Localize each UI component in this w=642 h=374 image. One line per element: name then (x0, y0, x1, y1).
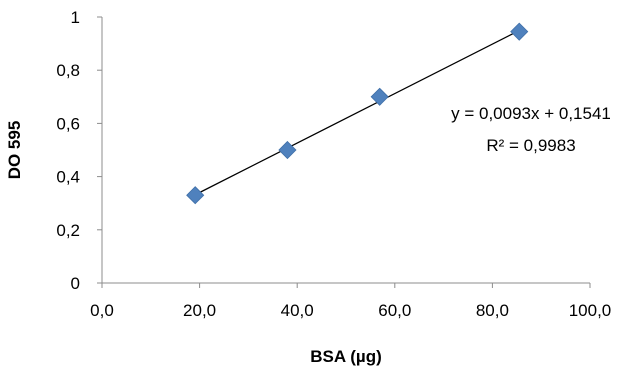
y-tick-label: 0,6 (56, 114, 80, 133)
trendline-r-squared: R² = 0,9983 (486, 136, 575, 155)
x-tick-label: 0,0 (90, 301, 114, 320)
x-axis-title: BSA (µg) (310, 347, 382, 366)
axes (101, 17, 590, 284)
trendline (194, 29, 520, 196)
data-point (510, 22, 529, 41)
trendline-group (194, 29, 520, 196)
data-point (370, 87, 389, 106)
data-point (186, 186, 205, 205)
x-tick-label: 20,0 (183, 301, 216, 320)
x-tick-label: 60,0 (378, 301, 411, 320)
y-tick-label: 0,4 (56, 168, 80, 187)
y-tick-label: 1 (71, 8, 80, 27)
x-tick-label: 40,0 (281, 301, 314, 320)
x-tick-label: 80,0 (476, 301, 509, 320)
data-points (186, 22, 529, 205)
y-tick-label: 0,8 (56, 61, 80, 80)
trendline-equation: y = 0,0093x + 0,1541 (451, 104, 611, 123)
x-tick-label: 100,0 (569, 301, 612, 320)
y-tick-label: 0 (71, 274, 80, 293)
y-axis-title: DO 595 (5, 121, 24, 180)
tick-marks (97, 16, 591, 288)
y-tick-label: 0,2 (56, 221, 80, 240)
tick-labels: 0 0,2 0,4 0,6 0,8 1 0,0 20,0 40,0 60,0 80,0 100,0 (56, 8, 611, 320)
data-point (278, 140, 297, 160)
